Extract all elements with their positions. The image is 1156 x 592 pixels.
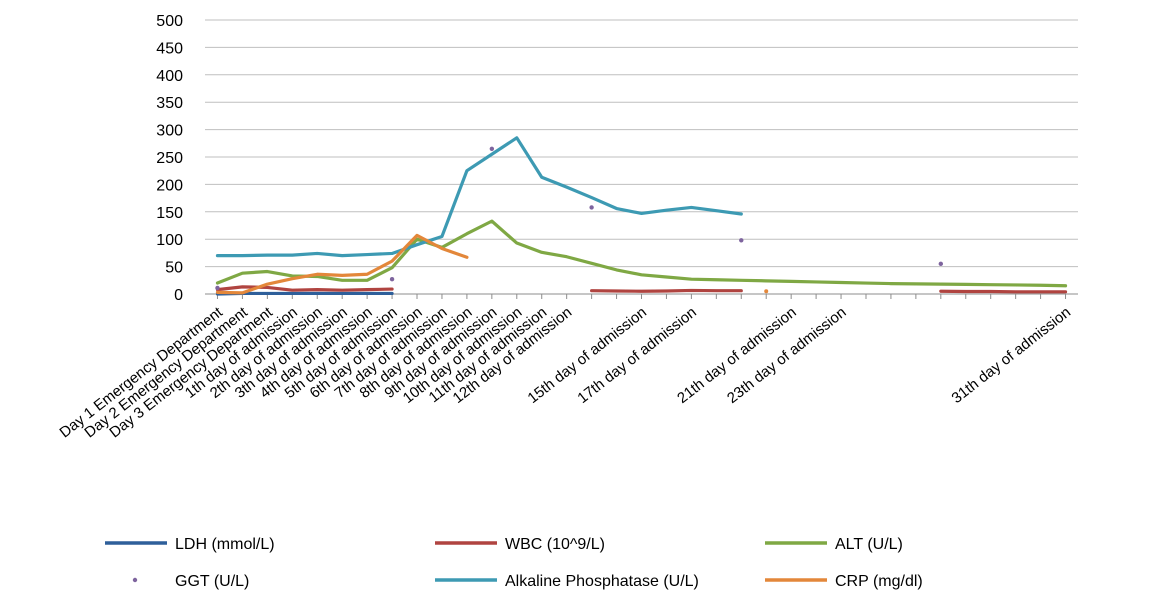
y-tick-label: 350 xyxy=(156,95,183,112)
y-tick-label: 200 xyxy=(156,177,183,194)
data-point xyxy=(764,289,769,294)
series-3 xyxy=(215,146,944,291)
legend-item: LDH (mmol/L) xyxy=(105,536,275,553)
series-0 xyxy=(215,291,394,296)
data-point xyxy=(589,205,594,210)
legend-item: WBC (10^9/L) xyxy=(435,536,605,553)
legend-item: Alkaline Phosphatase (U/L) xyxy=(435,573,699,590)
grid-lines xyxy=(205,19,1078,295)
legend: LDH (mmol/L) WBC (10^9/L) ALT (U/L) GGT (U/… xyxy=(105,536,923,590)
y-tick-label: 100 xyxy=(156,232,183,249)
series-line xyxy=(215,136,743,258)
y-tick-label: 250 xyxy=(156,150,183,167)
legend-label: WBC (10^9/L) xyxy=(505,536,605,553)
data-point xyxy=(215,285,220,291)
series-4 xyxy=(215,136,743,258)
y-axis: 0 50 100 150 200 250 300 350 400 450 500 xyxy=(156,13,183,304)
legend-marker xyxy=(132,577,138,583)
legend-item: CRP (mg/dl) xyxy=(765,573,923,590)
y-tick-label: 300 xyxy=(156,123,183,140)
legend-label: CRP (mg/dl) xyxy=(835,573,923,590)
series-line xyxy=(215,233,469,295)
y-tick-label: 50 xyxy=(165,260,183,277)
series-line xyxy=(939,289,1068,294)
legend-label: ALT (U/L) xyxy=(835,536,903,553)
legend-label: LDH (mmol/L) xyxy=(175,536,275,553)
series-line xyxy=(215,219,1068,288)
series-2 xyxy=(215,219,1068,288)
y-tick-label: 150 xyxy=(156,205,183,222)
y-tick-label: 400 xyxy=(156,68,183,85)
data-point xyxy=(489,146,495,151)
legend-item: GGT (U/L) xyxy=(132,573,249,590)
legend-item: ALT (U/L) xyxy=(765,536,903,553)
data-point xyxy=(739,238,744,243)
y-tick-label: 0 xyxy=(174,287,183,304)
data-point xyxy=(389,277,395,282)
series-line xyxy=(215,285,394,292)
series-line xyxy=(590,288,743,293)
legend-label: GGT (U/L) xyxy=(175,573,249,590)
legend-label: Alkaline Phosphatase (U/L) xyxy=(505,573,699,590)
y-tick-label: 500 xyxy=(156,13,183,30)
y-tick-label: 450 xyxy=(156,40,183,57)
series-5 xyxy=(215,233,769,295)
series-line xyxy=(215,291,394,296)
series-1 xyxy=(215,285,1068,294)
x-tick-label: 31th day of admission xyxy=(949,304,1074,407)
plot-area xyxy=(215,136,1068,296)
data-point xyxy=(938,261,944,267)
